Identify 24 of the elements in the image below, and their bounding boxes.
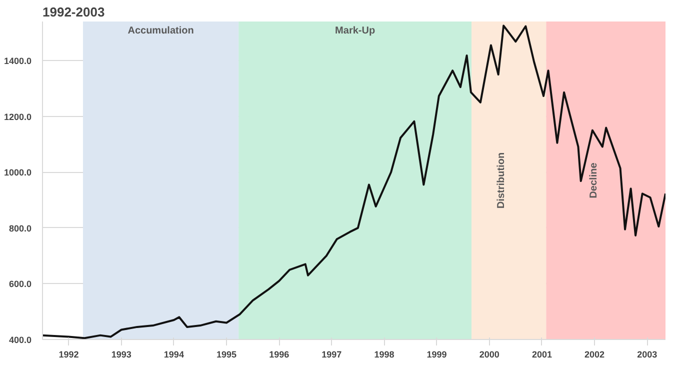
band-label: Accumulation <box>128 26 194 36</box>
y-tick-label: 1400.0 <box>4 56 32 66</box>
x-tick-label: 1997 <box>322 350 342 360</box>
x-tick-label: 2002 <box>584 350 605 360</box>
band-label: Mark-Up <box>335 26 376 36</box>
x-tick-label: 1996 <box>269 350 290 360</box>
y-tick-label: 600.0 <box>8 279 32 290</box>
band-label: Distribution <box>496 152 507 209</box>
x-tick-label: 2003 <box>637 350 658 360</box>
y-tick-label: 400.0 <box>8 335 32 345</box>
x-tick-label: 2000 <box>479 350 500 360</box>
x-tick-label: 1995 <box>216 350 237 360</box>
x-tick-label: 1998 <box>374 350 394 360</box>
x-tick-label: 2001 <box>532 350 552 360</box>
y-tick-label: 1000.0 <box>4 168 32 178</box>
y-tick-label: 1200.0 <box>4 112 32 122</box>
x-tick-label: 1999 <box>426 350 447 360</box>
chart-title: 1992-2003 <box>42 4 105 20</box>
x-tick-label: 1993 <box>111 350 132 360</box>
band-label: Decline <box>588 162 600 198</box>
x-tick-label: 1994 <box>164 350 184 360</box>
y-tick-label: 800.0 <box>8 223 32 234</box>
x-tick-label: 1992 <box>58 350 79 360</box>
line-series <box>42 24 666 340</box>
